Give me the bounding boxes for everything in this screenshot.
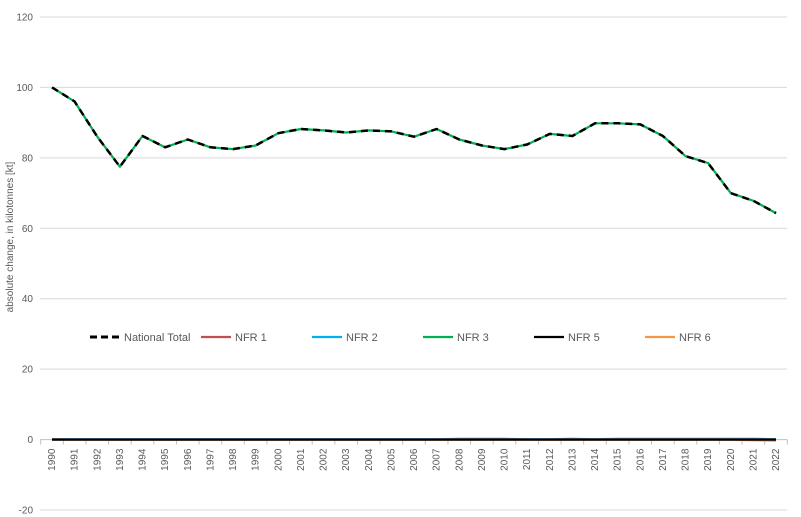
- y-tick-label: 20: [22, 365, 34, 376]
- y-axis-ticks: -20 0 20 40 60 80 100 120: [16, 13, 33, 517]
- x-tick-label: 2015: [613, 448, 624, 471]
- legend-label: NFR 6: [679, 332, 711, 344]
- x-tick-label: 2020: [726, 448, 737, 471]
- legend-label: NFR 2: [346, 332, 378, 344]
- legend-label: National Total: [124, 332, 190, 344]
- x-tick-label: 2017: [658, 448, 669, 471]
- x-tick-label: 1992: [92, 448, 103, 471]
- x-tick-label: 2012: [545, 448, 556, 471]
- x-tick-label: 2003: [341, 448, 352, 471]
- x-tick-label: 2014: [590, 448, 601, 471]
- x-tick-label: 2002: [319, 448, 330, 471]
- x-tick-label: 2013: [567, 448, 578, 471]
- series-line-nfr-3: [51, 86, 777, 215]
- legend-label: NFR 3: [457, 332, 489, 344]
- y-tick-label: 120: [16, 13, 33, 24]
- x-tick-label: 2000: [273, 448, 284, 471]
- y-tick-label: 60: [22, 224, 34, 235]
- x-tick-label: 1999: [251, 448, 262, 471]
- legend-label: NFR 5: [568, 332, 600, 344]
- x-tick-label: 1991: [70, 448, 81, 471]
- legend-label: NFR 1: [235, 332, 267, 344]
- y-tick-label: 0: [27, 435, 33, 446]
- series-lines: [51, 86, 777, 442]
- y-tick-label: 100: [16, 83, 33, 94]
- x-tick-label: 2011: [522, 448, 533, 470]
- y-tick-label: 80: [22, 153, 34, 164]
- y-tick-label: 40: [22, 294, 34, 305]
- x-tick-label: 1990: [47, 448, 58, 471]
- x-tick-label: 2018: [681, 448, 692, 471]
- x-tick-label: 2022: [771, 448, 782, 471]
- x-tick-label: 2021: [748, 448, 759, 471]
- y-axis-title: absolute change, in kilotonnes [kt]: [5, 161, 16, 312]
- gridlines: [40, 16, 787, 511]
- x-tick-label: 2009: [477, 448, 488, 471]
- y-tick-label: -20: [19, 506, 34, 517]
- x-tick-label: 2007: [432, 448, 443, 471]
- x-tick-label: 1995: [160, 448, 171, 471]
- x-tick-label: 2016: [635, 448, 646, 471]
- x-tick-label: 2001: [296, 448, 307, 471]
- x-tick-label: 1993: [115, 448, 126, 471]
- x-tick-label: 1996: [183, 448, 194, 471]
- x-tick-label: 1998: [228, 448, 239, 471]
- x-tick-label: 2006: [409, 448, 420, 471]
- x-tick-label: 2010: [500, 448, 511, 471]
- legend: National Total NFR 1 NFR 2 NFR 3 NFR 5 NFR 6: [90, 332, 711, 344]
- x-tick-label: 2005: [386, 448, 397, 471]
- x-tick-label: 2008: [454, 448, 465, 471]
- x-tick-label: 1997: [205, 448, 216, 471]
- x-tick-label: 1994: [138, 448, 149, 471]
- x-tick-label: 2004: [364, 448, 375, 471]
- x-axis: 1990 1991 1992 1993 1994 1995 1996 1997 1998 1999…: [40, 439, 788, 471]
- series-line-national-total: [51, 86, 777, 215]
- x-tick-label: 2019: [703, 448, 714, 471]
